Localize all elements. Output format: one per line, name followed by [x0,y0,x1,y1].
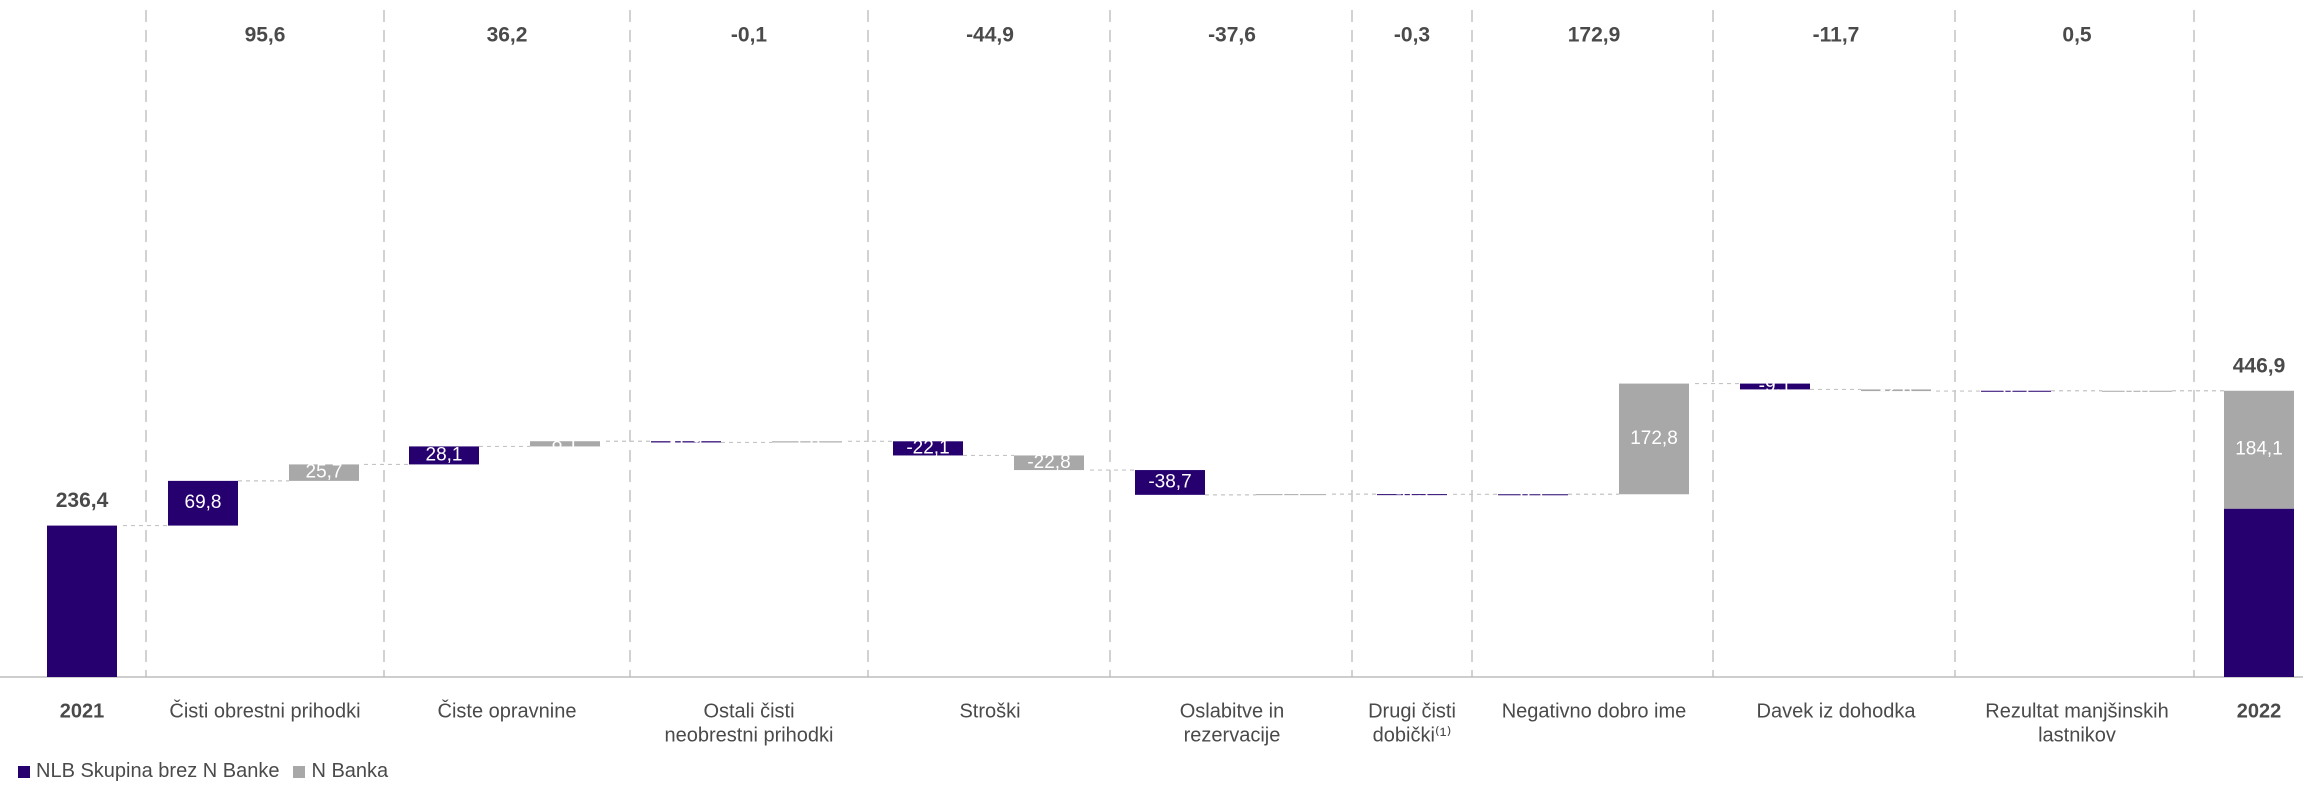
bar-nlb-4 [893,441,963,456]
value-label-nlb-6: -0,3 [1396,483,1429,504]
bar-nlb-7 [1498,494,1568,496]
bar-end-nlb-2022 [2224,508,2294,677]
bar-nbanka-1 [289,464,359,481]
value-label-nlb-7: 0,1 [1520,483,1546,504]
chart-legend: NLB Skupina brez N Banke N Banka [18,760,402,783]
value-label-nbanka-8: -2,6 [1880,379,1913,400]
bar-nlb-3 [651,441,721,443]
value-label-nlb-5: -38,7 [1148,471,1191,492]
bar-nlb-5 [1135,470,1205,495]
legend-swatch-nbanka [293,765,306,778]
category-label-8-line-1: Davek iz dohodka [1757,700,1917,722]
category-label-2-line-1: Čiste opravnine [438,699,577,722]
legend-label-nlb: NLB Skupina brez N Banke [36,760,280,782]
value-label-nlb-2: 28,1 [426,444,463,465]
bar-nbanka-5 [1256,494,1326,496]
value-label-nlb-4: -22,1 [906,437,949,458]
category-label-9-line-2: lastnikov [2038,724,2116,746]
step-total-label-7: 172,9 [1568,24,1621,47]
legend-label-nbanka: N Banka [311,760,389,782]
bar-nbanka-4 [1014,455,1084,471]
category-label-5-line-2: rezervacije [1184,724,1281,746]
bar-nlb-2 [409,446,479,465]
legend-swatch-nlb [18,765,30,778]
value-label-nlb-8: -9,1 [1759,376,1792,397]
step-total-label-6: -0,3 [1394,24,1430,47]
bar-end-nbanka-2022 [2224,390,2294,509]
bar-nlb-6 [1377,494,1447,496]
value-label-end-total: 446,9 [2233,354,2286,377]
category-label-9-line-1: Rezultat manjšinskih [1985,700,2168,722]
bar-start-2021 [47,525,117,677]
step-total-label-5: -37,6 [1208,24,1256,47]
value-label-nbanka-7: 172,8 [1630,428,1678,449]
bar-nlb-8 [1740,383,1810,390]
value-label-nbanka-2: 8,1 [552,433,578,454]
step-total-label-1: 95,6 [245,24,286,47]
category-label-4-line-1: Stroški [959,700,1020,722]
category-label-6-line-1: Drugi čisti [1368,700,1456,722]
legend-item-nlb: NLB Skupina brez N Banke [18,760,279,783]
category-label-6-line-2: dobički⁽¹⁾ [1373,724,1452,746]
category-label-3-line-1: Ostali čisti [703,700,794,722]
category-label-2022: 2022 [2237,700,2282,722]
step-total-label-8: -11,7 [1813,24,1860,47]
bar-nlb-9 [1981,390,2051,392]
value-label-nlb-3: -1,9 [670,431,703,452]
value-label-nbanka-3: 1,8 [794,431,820,452]
category-label-3-line-2: neobrestni prihodki [665,724,834,746]
bar-nbanka-7 [1619,383,1689,495]
step-total-label-4: -44,9 [966,24,1014,47]
value-label-nlb-1: 69,8 [185,492,222,513]
bar-nbanka-2 [530,441,600,447]
waterfall-chart: 236,4 2021 95,6 69,8 25,7 Čisti obrestni prih… [0,10,2303,746]
category-label-2021: 2021 [60,700,105,722]
category-label-7-line-1: Negativno dobro ime [1502,700,1687,722]
bar-nbanka-3 [772,441,842,443]
step-total-label-9: 0,5 [2062,24,2092,47]
value-label-nlb-9: 0,5 [2003,380,2029,401]
value-label-nbanka-4: -22,8 [1027,452,1070,473]
value-label-nbanka-5: 1,1 [1278,484,1304,505]
legend-item-nbanka: N Banka [293,760,388,783]
value-label-end-nbanka: 184,1 [2235,439,2283,460]
step-total-label-3: -0,1 [731,24,768,47]
bar-nbanka-8 [1861,389,1931,392]
step-total-label-2: 36,2 [487,24,528,47]
value-label-nbanka-1: 25,7 [306,462,343,483]
bar-nlb-1 [168,480,238,526]
category-label-1-line-1: Čisti obrestni prihodki [169,699,360,722]
category-label-5-line-1: Oslabitve in [1180,700,1285,722]
value-label-nbanka-9: 0,0 [2124,380,2150,401]
bar-nbanka-9 [2102,390,2172,392]
value-label-start: 236,4 [56,489,109,512]
